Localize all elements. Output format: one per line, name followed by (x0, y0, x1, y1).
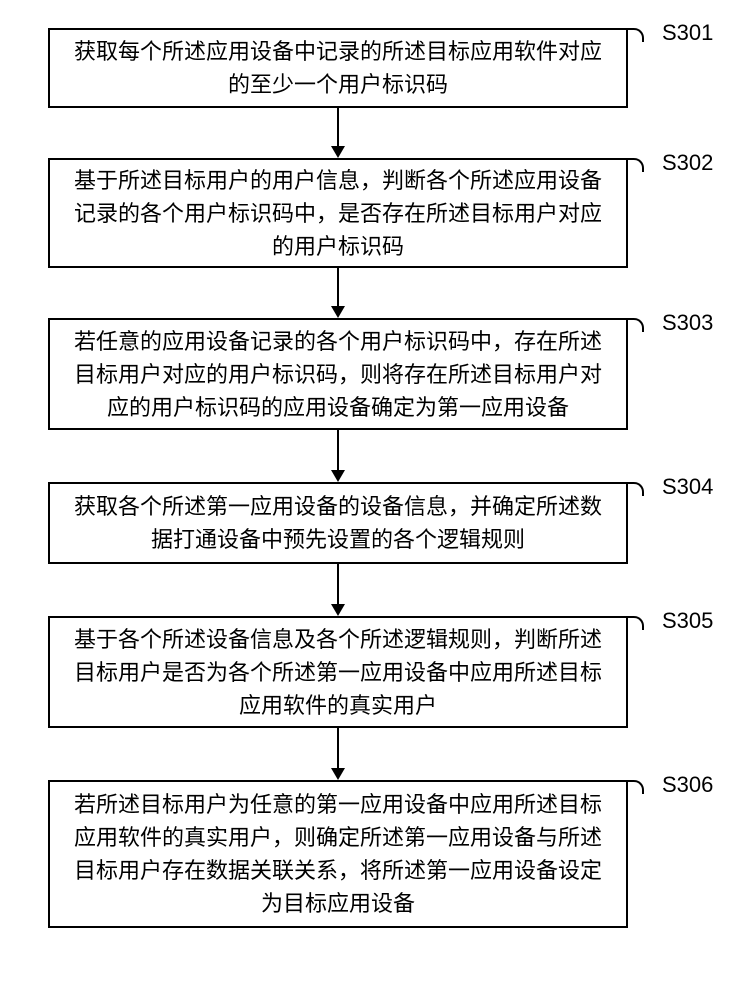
step-label-s303: S303 (662, 310, 713, 336)
step-text: 基于所述目标用户的用户信息，判断各个所述应用设备记录的各个用户标识码中，是否存在… (64, 164, 612, 263)
arrow-head-icon (331, 470, 345, 482)
label-connector (626, 318, 644, 332)
step-label-s304: S304 (662, 474, 713, 500)
step-box-s306: 若所述目标用户为任意的第一应用设备中应用所述目标应用软件的真实用户，则确定所述第… (48, 780, 628, 928)
arrow-line (337, 268, 339, 308)
step-box-s304: 获取各个所述第一应用设备的设备信息，并确定所述数据打通设备中预先设置的各个逻辑规… (48, 482, 628, 564)
step-label-s301: S301 (662, 20, 713, 46)
flowchart-canvas: 获取每个所述应用设备中记录的所述目标应用软件对应的至少一个用户标识码 S301 基于… (0, 0, 732, 1000)
step-label-s306: S306 (662, 772, 713, 798)
arrow-line (337, 564, 339, 606)
label-connector (626, 780, 644, 794)
label-connector (626, 482, 644, 496)
arrow-head-icon (331, 146, 345, 158)
arrow-head-icon (331, 768, 345, 780)
step-text: 获取每个所述应用设备中记录的所述目标应用软件对应的至少一个用户标识码 (64, 35, 612, 101)
label-connector (626, 616, 644, 630)
arrow-line (337, 728, 339, 770)
step-box-s305: 基于各个所述设备信息及各个所述逻辑规则，判断所述目标用户是否为各个所述第一应用设… (48, 616, 628, 728)
step-text: 基于各个所述设备信息及各个所述逻辑规则，判断所述目标用户是否为各个所述第一应用设… (64, 623, 612, 722)
arrow-head-icon (331, 604, 345, 616)
step-label-s305: S305 (662, 608, 713, 634)
step-text: 若任意的应用设备记录的各个用户标识码中，存在所述目标用户对应的用户标识码，则将存… (64, 325, 612, 424)
label-connector (626, 28, 644, 42)
arrow-line (337, 430, 339, 472)
step-text: 获取各个所述第一应用设备的设备信息，并确定所述数据打通设备中预先设置的各个逻辑规… (64, 490, 612, 556)
step-box-s301: 获取每个所述应用设备中记录的所述目标应用软件对应的至少一个用户标识码 (48, 28, 628, 108)
arrow-line (337, 108, 339, 148)
label-connector (626, 158, 644, 172)
step-text: 若所述目标用户为任意的第一应用设备中应用所述目标应用软件的真实用户，则确定所述第… (64, 788, 612, 920)
step-box-s302: 基于所述目标用户的用户信息，判断各个所述应用设备记录的各个用户标识码中，是否存在… (48, 158, 628, 268)
step-label-s302: S302 (662, 150, 713, 176)
arrow-head-icon (331, 306, 345, 318)
step-box-s303: 若任意的应用设备记录的各个用户标识码中，存在所述目标用户对应的用户标识码，则将存… (48, 318, 628, 430)
